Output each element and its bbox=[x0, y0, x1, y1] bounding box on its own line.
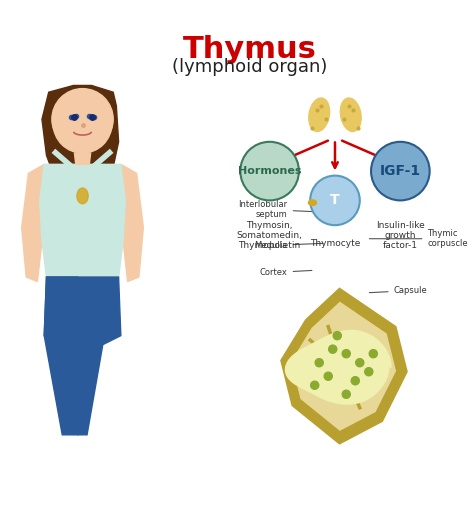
Polygon shape bbox=[292, 302, 395, 430]
Text: Insulin-like
growth
factor-1: Insulin-like growth factor-1 bbox=[376, 221, 425, 250]
Text: Capsule: Capsule bbox=[369, 286, 428, 295]
Ellipse shape bbox=[309, 98, 329, 131]
Text: (lymphoid organ): (lymphoid organ) bbox=[172, 59, 327, 76]
Text: Thymic
corpuscle: Thymic corpuscle bbox=[369, 229, 468, 248]
Polygon shape bbox=[22, 164, 46, 281]
Circle shape bbox=[328, 345, 337, 353]
Ellipse shape bbox=[309, 200, 317, 205]
Circle shape bbox=[365, 367, 373, 376]
Ellipse shape bbox=[340, 98, 361, 131]
Polygon shape bbox=[118, 164, 144, 281]
Circle shape bbox=[333, 331, 341, 340]
Polygon shape bbox=[74, 153, 91, 164]
Circle shape bbox=[240, 142, 299, 201]
Circle shape bbox=[371, 142, 429, 201]
Text: Thymus: Thymus bbox=[182, 35, 316, 64]
Circle shape bbox=[310, 176, 360, 225]
Text: Interlobular
septum: Interlobular septum bbox=[238, 200, 312, 219]
Text: T: T bbox=[330, 193, 340, 207]
Circle shape bbox=[52, 89, 113, 150]
Ellipse shape bbox=[77, 188, 88, 204]
Circle shape bbox=[53, 95, 112, 153]
Polygon shape bbox=[44, 277, 121, 435]
Circle shape bbox=[351, 377, 359, 385]
Circle shape bbox=[324, 372, 332, 380]
Text: Hormones: Hormones bbox=[238, 166, 301, 176]
Polygon shape bbox=[44, 277, 80, 435]
Circle shape bbox=[342, 390, 350, 399]
Polygon shape bbox=[40, 164, 125, 277]
Text: Cortex: Cortex bbox=[260, 268, 312, 277]
Polygon shape bbox=[281, 288, 407, 444]
Circle shape bbox=[356, 359, 364, 367]
Polygon shape bbox=[42, 86, 118, 180]
Text: Thymocyte: Thymocyte bbox=[310, 239, 360, 248]
Circle shape bbox=[342, 350, 350, 358]
Text: Thymosin,
Somatomedin,
Thymopoietin: Thymosin, Somatomedin, Thymopoietin bbox=[237, 221, 302, 250]
Polygon shape bbox=[285, 330, 391, 404]
Circle shape bbox=[315, 359, 323, 367]
Text: Medulla: Medulla bbox=[255, 241, 323, 250]
Circle shape bbox=[369, 350, 377, 358]
Text: IGF-1: IGF-1 bbox=[380, 164, 421, 178]
Circle shape bbox=[310, 381, 319, 389]
